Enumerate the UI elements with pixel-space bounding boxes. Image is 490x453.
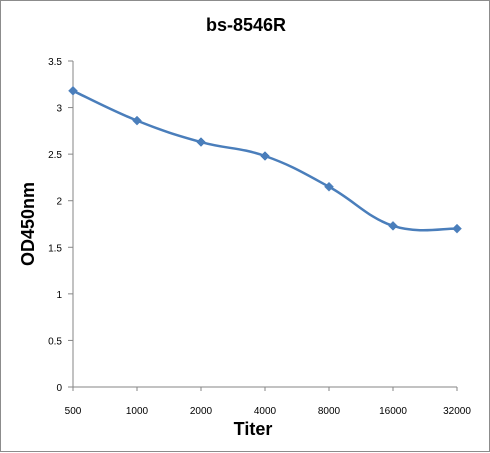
y-tick-label: 2 — [56, 197, 62, 208]
x-tick-label: 8000 — [318, 406, 341, 417]
data-point-marker — [132, 115, 142, 126]
data-point-marker — [452, 223, 462, 234]
x-tick-label: 4000 — [254, 406, 277, 417]
chart-title: bs-8546R — [206, 15, 286, 35]
data-point-marker — [196, 137, 206, 147]
y-axis-ticks: 0 0.5 1 1.5 2 2.5 3 3.5 — [48, 57, 73, 394]
x-tick-label: 32000 — [443, 406, 471, 417]
data-point-marker — [388, 221, 398, 231]
y-tick-label: 2.5 — [48, 150, 62, 161]
y-axis-title: OD450nm — [18, 182, 38, 266]
x-tick-label: 2000 — [190, 406, 213, 417]
x-tick-label: 16000 — [379, 406, 407, 417]
y-tick-label: 1.5 — [48, 243, 62, 254]
data-point-marker — [68, 85, 78, 96]
x-tick-label: 500 — [65, 406, 82, 417]
y-tick-label: 0 — [56, 383, 62, 394]
x-axis-title: Titer — [234, 419, 273, 439]
y-tick-label: 0.5 — [48, 336, 62, 347]
y-tick-label: 3 — [56, 104, 62, 115]
series-group — [68, 85, 462, 234]
x-axis-ticks: 500 1000 2000 4000 8000 16000 32000 — [65, 387, 471, 417]
data-point-marker — [260, 151, 270, 161]
data-point-marker — [324, 181, 334, 192]
y-tick-label: 1 — [56, 290, 62, 301]
x-tick-label: 1000 — [126, 406, 149, 417]
y-tick-label: 3.5 — [48, 57, 62, 68]
